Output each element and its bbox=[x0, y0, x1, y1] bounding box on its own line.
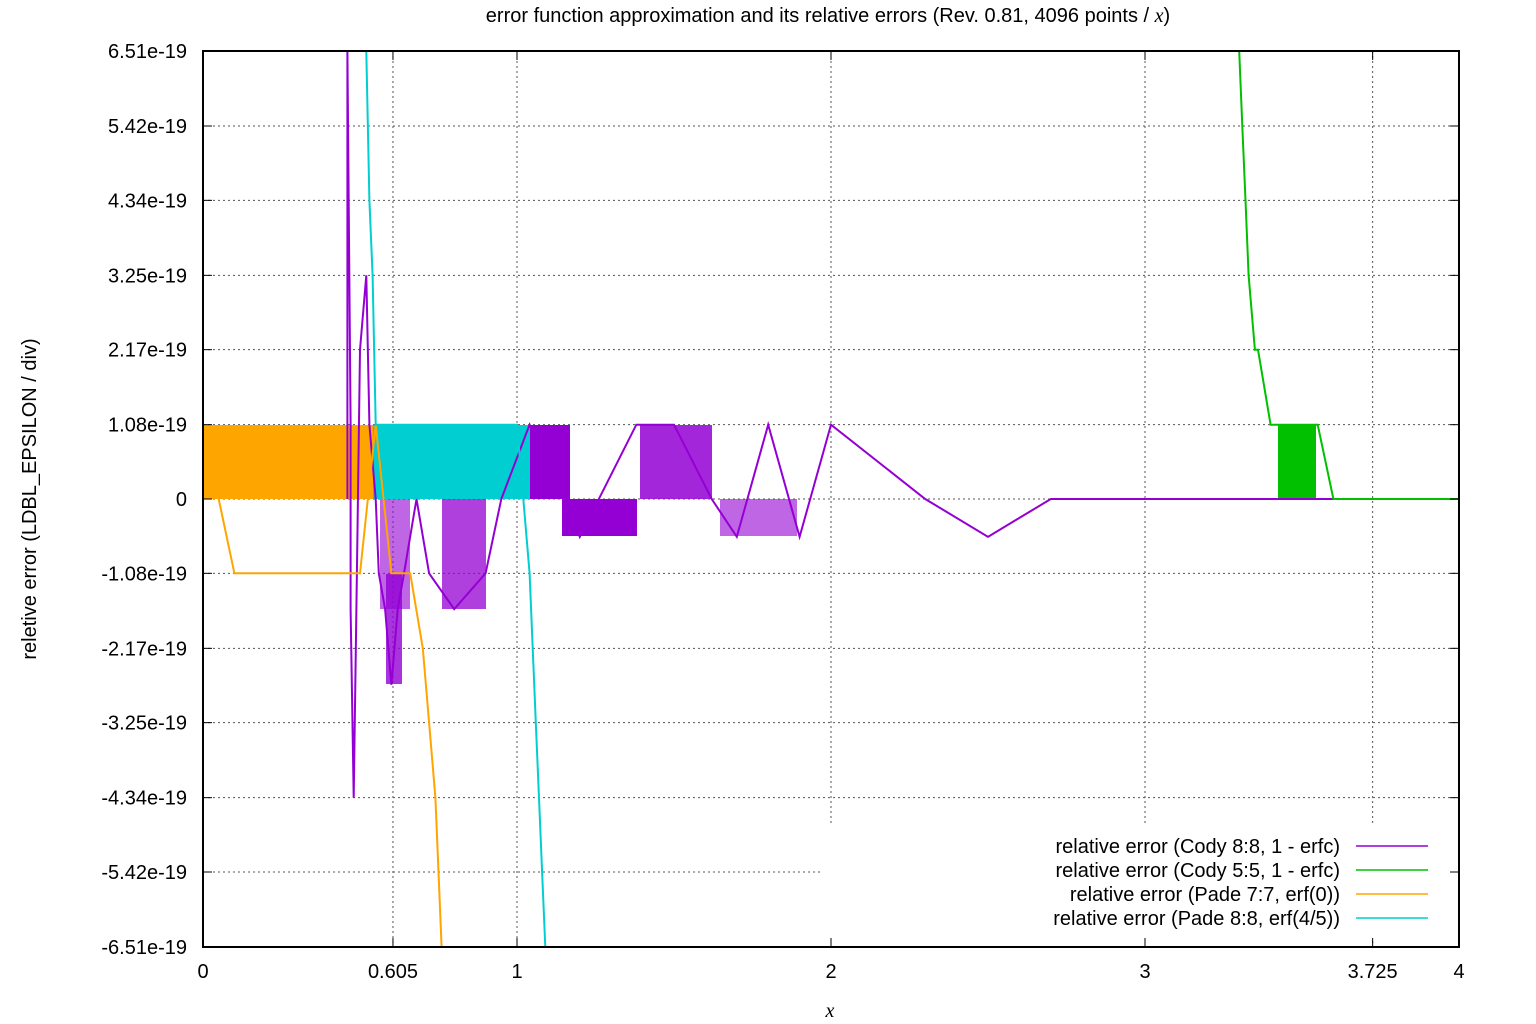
y-tick-label: 1.08e-19 bbox=[108, 415, 187, 437]
y-tick-label: 0 bbox=[176, 489, 187, 511]
y-axis-label: reletive error (LDBL_EPSILON / div) bbox=[19, 338, 41, 659]
y-axis: 6.51e-19 5.42e-19 4.34e-19 3.25e-19 2.17e-19… bbox=[101, 41, 1459, 959]
legend-label: relative error (Pade 7:7, erf(0)) bbox=[1070, 884, 1340, 906]
y-tick-label: -6.51e-19 bbox=[101, 937, 187, 959]
legend-label: relative error (Pade 8:8, erf(4/5)) bbox=[1053, 908, 1340, 930]
legend: relative error (Cody 8:8, 1 - erfc)relat… bbox=[820, 826, 1450, 938]
y-tick-label: -3.25e-19 bbox=[101, 713, 187, 735]
x-tick-label: 3 bbox=[1139, 961, 1150, 983]
y-tick-label: 3.25e-19 bbox=[108, 265, 187, 287]
x-axis-label: x bbox=[825, 1000, 835, 1022]
series-line-1 bbox=[346, 50, 1459, 798]
y-tick-label: -1.08e-19 bbox=[101, 563, 187, 585]
x-tick-label: 3.725 bbox=[1348, 961, 1398, 983]
series-line-2 bbox=[1238, 50, 1459, 500]
y-tick-label: 2.17e-19 bbox=[108, 340, 187, 362]
chart-title: error function approximation and its rel… bbox=[486, 5, 1170, 27]
series-line-3 bbox=[202, 424, 443, 948]
series-lines bbox=[202, 50, 1459, 948]
x-tick-label: 0 bbox=[197, 961, 208, 983]
x-tick-label: 0.605 bbox=[368, 961, 418, 983]
y-tick-label: -5.42e-19 bbox=[101, 862, 187, 884]
y-tick-label: 5.42e-19 bbox=[108, 116, 187, 138]
series-line-4 bbox=[365, 50, 547, 948]
legend-label: relative error (Cody 8:8, 1 - erfc) bbox=[1055, 836, 1340, 858]
data-noise-bands bbox=[203, 425, 1316, 684]
x-axis: 0 0.605 1 2 3 3.725 4 bbox=[197, 51, 1465, 983]
y-tick-label: -2.17e-19 bbox=[101, 638, 187, 660]
legend-label: relative error (Cody 5:5, 1 - erfc) bbox=[1055, 860, 1340, 882]
x-tick-label: 1 bbox=[511, 961, 522, 983]
x-tick-label: 2 bbox=[825, 961, 836, 983]
y-tick-label: -4.34e-19 bbox=[101, 788, 187, 810]
x-tick-label: 4 bbox=[1453, 961, 1464, 983]
y-tick-label: 4.34e-19 bbox=[108, 190, 187, 212]
y-tick-label: 6.51e-19 bbox=[108, 41, 187, 63]
